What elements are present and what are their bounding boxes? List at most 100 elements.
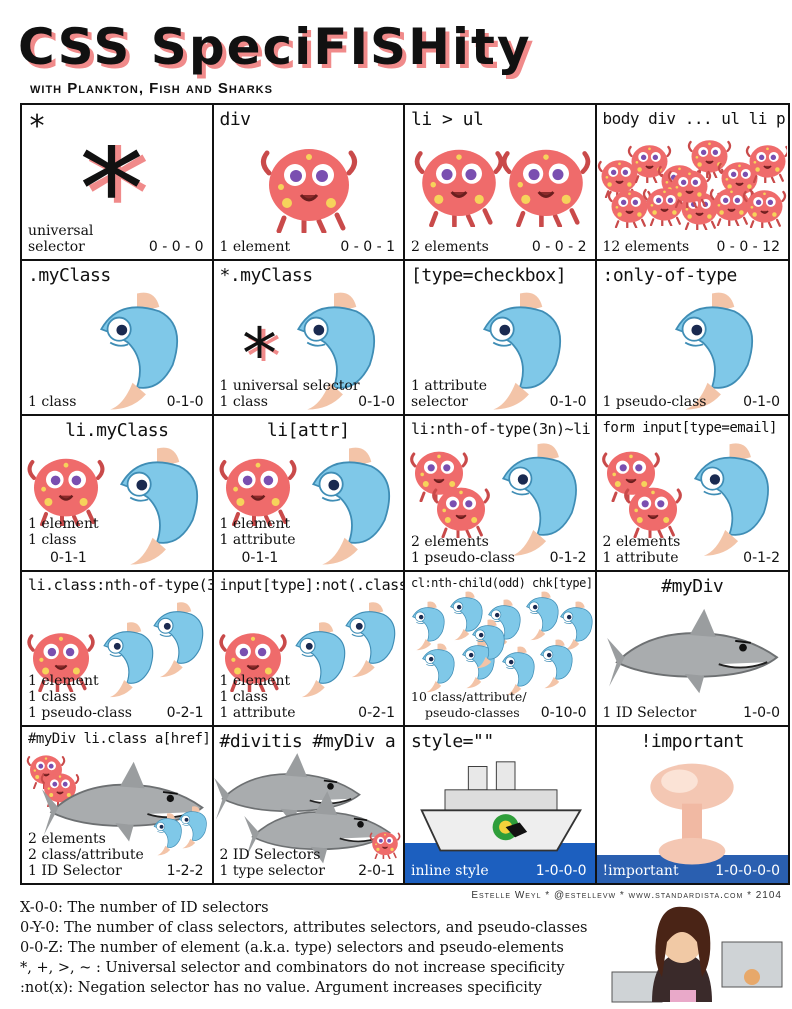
cell-selector: cl:nth-child(odd) chk[type] ... <box>411 575 595 590</box>
cell-description: 12 elements <box>602 238 690 255</box>
cell-description: 1 ID Selector <box>602 705 697 722</box>
cell-description: 2 elements 2 class/attribute 1 ID Selector <box>28 831 144 879</box>
fish-icon <box>294 444 404 569</box>
cell-score: 0-2-1 <box>166 705 204 722</box>
ship-icon <box>417 757 585 860</box>
fish-icon <box>102 444 212 569</box>
cell-description: universal selector <box>28 222 94 255</box>
cell-score: 0 - 0 - 1 <box>340 238 395 255</box>
cell-selector: #myDiv li.class a[href] <box>28 731 211 748</box>
cell-description: 1 element 1 class <box>28 515 99 548</box>
plankton-icon <box>413 135 505 227</box>
svg-text:*: * <box>79 145 144 235</box>
cell-child-combinator: li > ul 2 elements 0 - 0 - 2 <box>405 105 597 261</box>
cell-selector: li[attr] <box>266 420 350 442</box>
legend-item: *, +, >, ~ : Universal selector and comb… <box>20 960 565 976</box>
cell-score: 1-0-0-0 <box>535 863 587 879</box>
legend: X-0-0: The number of ID selectors 0-Y-0:… <box>20 898 587 998</box>
mushroom-cloud-icon <box>642 757 742 867</box>
cell-universal: * * * universal selector 0 - 0 - 0 <box>22 105 214 261</box>
cell-class-nth-of-type: li.class:nth-of-type(3n) 1 element 1 clas… <box>22 571 214 728</box>
cell-score: 0 - 0 - 12 <box>716 238 780 255</box>
cell-selector: li.myClass <box>65 420 169 442</box>
cell-description: 10 class/attribute/pseudo-classes <box>411 689 527 721</box>
cell-id: #myDiv 1 ID Selector 1-0-0 <box>596 572 788 728</box>
plankton-icon <box>26 446 106 526</box>
cell-score: 0-1-0 <box>743 394 780 411</box>
cell-description: 1 element 1 class 1 pseudo-class <box>28 673 132 722</box>
cell-score: 0 - 0 - 0 <box>148 238 204 255</box>
legend-item: 0-Y-0: The number of class selectors, at… <box>20 920 588 936</box>
cell-description: 1 element 1 attribute <box>219 515 296 548</box>
cell-description: 2 elements 1 pseudo-class <box>411 533 515 566</box>
cell-score: 1-0-0 <box>743 705 780 722</box>
cell-description: 2 elements <box>411 238 489 255</box>
cell-score: 0-1-2 <box>549 549 587 566</box>
cell-score: 0-1-0 <box>166 394 204 411</box>
cell-score: 0-2-1 <box>358 705 395 722</box>
fish-school-icon <box>412 590 593 696</box>
specificity-grid: * * * universal selector 0 - 0 - 0 div 1 … <box>20 103 790 885</box>
cell-selector: #myDiv <box>661 575 724 597</box>
legend-item: :not(x): Negation selector has no value.… <box>20 980 542 996</box>
cell-selector: .myClass <box>28 264 111 286</box>
page-title: CSS SpeciFISHity <box>18 18 532 76</box>
cell-two-ids: #divitis #myDiv a 2 ID Selectors 1 type s… <box>214 727 405 883</box>
plankton-icon <box>218 446 298 526</box>
cell-div: div 1 element 0 - 0 - 1 <box>213 105 405 261</box>
cell-selector: li.class:nth-of-type(3n) <box>28 575 214 594</box>
cell-description: 2 ID Selectors 1 type selector <box>219 847 325 879</box>
cell-selector: style="" <box>411 731 494 753</box>
cell-selector: #divitis #myDiv a <box>219 731 396 753</box>
cell-score: 2-0-1 <box>358 863 395 879</box>
cell-id-class-attr: #myDiv li.class a[href] 2 elements 2 clas… <box>22 727 214 883</box>
plankton-icon <box>259 133 359 233</box>
cell-score: 0 - 0 - 2 <box>531 238 587 255</box>
author-illustration-icon <box>611 906 783 1003</box>
svg-text:*: * <box>246 323 281 373</box>
legend-item: X-0-0: The number of ID selectors <box>20 900 269 916</box>
cell-selector: input[type]:not(.class) <box>219 575 405 594</box>
svg-text:*: * <box>85 145 150 235</box>
legend-item: 0-0-Z: The number of element (a.k.a. typ… <box>20 940 564 956</box>
cell-description: inline style <box>411 863 489 879</box>
cell-input-not: input[type]:not(.class) 1 element 1 class… <box>213 571 405 728</box>
cell-description: 1 attribute selector <box>411 378 488 411</box>
fish-icon <box>172 805 212 850</box>
cell-attribute: [type=checkbox] 1 attribute selector 0-1-… <box>405 260 597 417</box>
cell-selector: body div ... ul li p a <box>602 109 789 128</box>
cell-class: .myClass 1 class 0-1-0 <box>22 260 214 417</box>
cell-ten-classes: cl:nth-child(odd) chk[type] ... 10 class… <box>405 571 597 728</box>
cell-selector: !important <box>640 731 745 753</box>
cell-form-input: form input[type=email] 2 elements 1 attri… <box>596 416 788 572</box>
shark-icon <box>607 604 782 701</box>
cell-selector: form input[type=email] <box>602 420 778 437</box>
cell-description: 1 class <box>28 394 77 411</box>
plankton-swarm-icon <box>597 139 787 230</box>
asterisk-icon: * * <box>79 145 150 235</box>
plankton-icon <box>500 135 592 227</box>
cell-description: 1 element <box>219 238 291 255</box>
cell-selector: * <box>28 109 46 144</box>
cell-score: 1-0-0-0-0 <box>715 863 780 879</box>
cell-inline-style: style="" inline style 1-0-0-0 <box>405 727 597 883</box>
fish-icon <box>142 600 212 680</box>
cell-score: 0-1-1 <box>50 549 87 566</box>
page-subtitle: with Plankton, Fish and Sharks <box>30 80 273 97</box>
cell-score: 0-10-0 <box>540 705 587 722</box>
cell-description: 1 universal selector 1 class <box>219 378 360 411</box>
cell-universal-class: *.myClass * * 1 universal selector 1 clas… <box>213 260 405 417</box>
cell-score: 0-1-0 <box>358 394 395 411</box>
cell-important: !important !important 1-0-0-0-0 <box>596 727 788 883</box>
asterisk-icon: * * <box>242 323 281 373</box>
cell-description: 1 pseudo-class <box>602 394 707 411</box>
cell-score: 0-1-1 <box>241 549 279 566</box>
cell-selector: li > ul <box>411 109 484 130</box>
credits: Estelle Weyl * @estellevw * www.standard… <box>471 890 782 901</box>
cell-selector: li:nth-of-type(3n)~li <box>411 420 591 439</box>
fish-icon <box>677 440 782 560</box>
cell-element-attribute: li[attr] 1 element 1 attribute 0-1-1 <box>213 416 405 572</box>
cell-score: 0-1-2 <box>743 549 780 566</box>
cell-description: 2 elements 1 attribute <box>602 533 681 566</box>
svg-text:*: * <box>242 323 277 373</box>
